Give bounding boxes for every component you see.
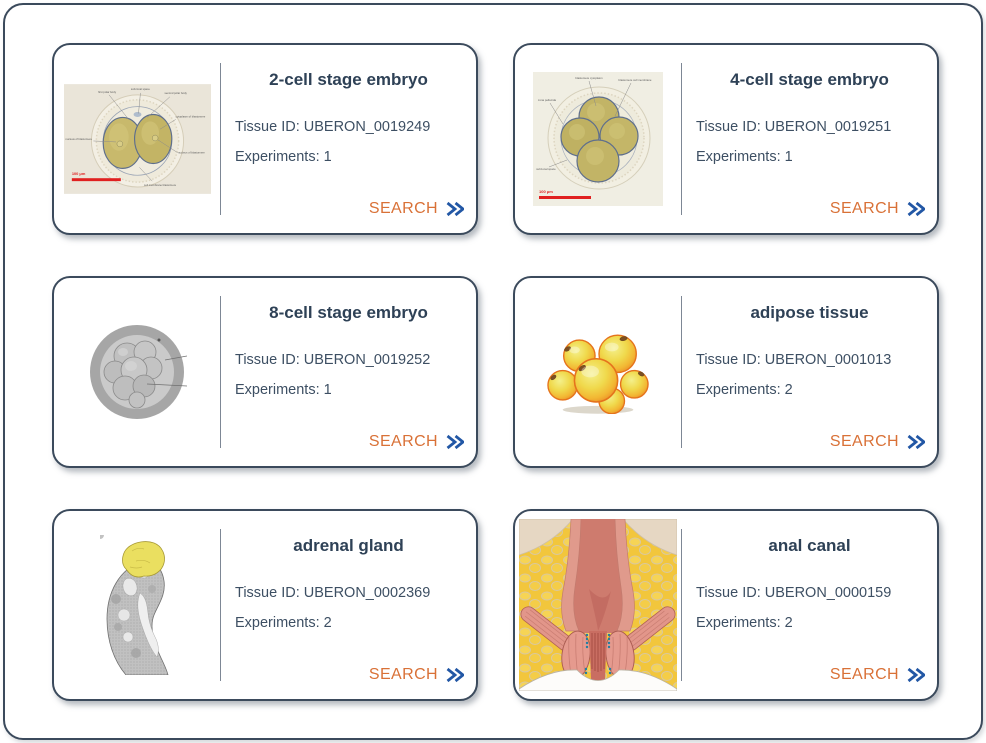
double-chevron-right-icon [446,434,464,450]
tissue-title: 4-cell stage embryo [730,70,889,89]
tissue-id-line: Tissue ID: UBERON_0000159 [696,585,892,601]
tissue-id-line: Tissue ID: UBERON_0019252 [235,352,431,368]
embryo2-label-6: cell membrane blastomere [143,183,176,187]
search-link[interactable]: SEARCH [830,433,925,451]
card-divider [220,296,221,448]
card-divider [681,63,682,215]
card-body: 2-cell stage embryo Tissue ID: UBERON_00… [221,45,476,233]
search-link[interactable]: SEARCH [830,666,925,684]
search-label: SEARCH [368,666,438,683]
card-body: anal canal Tissue ID: UBERON_0000159 Exp… [682,511,937,699]
card-divider [681,529,682,681]
embryo-8cell-image [54,278,220,466]
embryo2-label-4: nucleus of blastomere [65,137,92,141]
tissue-card-anal-canal: anal canal Tissue ID: UBERON_0000159 Exp… [513,509,939,701]
card-body: adrenal gland Tissue ID: UBERON_0002369 … [221,511,476,699]
scale-bar [539,196,591,199]
double-chevron-right-icon [446,667,464,683]
double-chevron-right-icon [446,201,464,217]
experiments-line: Experiments: 2 [696,615,793,631]
adrenal-art [100,535,169,675]
anal-canal-image [515,511,681,699]
adipose-tissue-image [515,278,681,466]
embryo-8cell-art [87,322,187,422]
search-label: SEARCH [829,433,899,450]
tissue-title: anal canal [768,536,851,555]
embryo2-label-2: second polar body [164,91,187,95]
experiments-line: Experiments: 2 [235,615,332,631]
tissue-title: adrenal gland [293,536,404,555]
tissue-card-adrenal-gland: adrenal gland Tissue ID: UBERON_0002369 … [52,509,478,701]
tissue-id-line: Tissue ID: UBERON_0001013 [696,352,892,368]
embryo2-label-3: cytoplasm of blastomere [175,114,205,118]
scale-bar-label: 100 μm [71,171,85,176]
embryo2-label-1: subzonal space [130,87,149,91]
search-link[interactable]: SEARCH [369,666,464,684]
tissue-id-line: Tissue ID: UBERON_0019249 [235,119,431,135]
tissue-id-line: Tissue ID: UBERON_0002369 [235,585,431,601]
double-chevron-right-icon [907,434,925,450]
double-chevron-right-icon [907,667,925,683]
card-body: 4-cell stage embryo Tissue ID: UBERON_00… [682,45,937,233]
experiments-line: Experiments: 1 [235,382,332,398]
search-link[interactable]: SEARCH [369,433,464,451]
scale-bar-label: 100 μm [539,189,553,194]
card-body: adipose tissue Tissue ID: UBERON_0001013… [682,278,937,466]
embryo-4cell-art: blastomere cytoplasm blastomere cell mem… [533,72,663,206]
anal-canal-art [519,519,677,691]
embryo4-label-0: blastomere cytoplasm [575,76,603,80]
embryo2-label-5: nucleus of blastomere [178,151,205,155]
card-body: 8-cell stage embryo Tissue ID: UBERON_00… [221,278,476,466]
tissue-card-4-cell-stage-embryo: blastomere cytoplasm blastomere cell mem… [513,43,939,235]
adrenal-gland-image [54,511,220,699]
double-chevron-right-icon [907,201,925,217]
search-link[interactable]: SEARCH [369,200,464,218]
scale-bar [71,178,121,182]
embryo-2cell-image: first polar body subzonal space second p… [54,45,220,233]
embryo4-label-1: blastomere cell membrane [619,78,652,82]
adipose-art [546,334,649,414]
embryo4-label-3: subzonal space [536,167,556,171]
search-label: SEARCH [368,433,438,450]
search-label: SEARCH [829,666,899,683]
tissue-title: adipose tissue [750,303,869,322]
search-label: SEARCH [368,200,438,217]
tissue-cards-grid: first polar body subzonal space second p… [52,43,939,701]
tissue-card-adipose-tissue: adipose tissue Tissue ID: UBERON_0001013… [513,276,939,468]
experiments-line: Experiments: 1 [696,149,793,165]
card-divider [220,63,221,215]
card-divider [220,529,221,681]
tissue-card-8-cell-stage-embryo: 8-cell stage embryo Tissue ID: UBERON_00… [52,276,478,468]
tissue-title: 8-cell stage embryo [269,303,428,322]
tissue-card-2-cell-stage-embryo: first polar body subzonal space second p… [52,43,478,235]
embryo-4cell-image: blastomere cytoplasm blastomere cell mem… [515,45,681,233]
tissue-title: 2-cell stage embryo [269,70,428,89]
embryo2-label-0: first polar body [98,90,117,94]
experiments-line: Experiments: 2 [696,382,793,398]
search-link[interactable]: SEARCH [830,200,925,218]
card-divider [681,296,682,448]
embryo4-label-2: zona pellucida [538,98,556,102]
tissue-id-line: Tissue ID: UBERON_0019251 [696,119,892,135]
experiments-line: Experiments: 1 [235,149,332,165]
embryo-2cell-art: first polar body subzonal space second p… [63,84,211,194]
search-label: SEARCH [829,200,899,217]
